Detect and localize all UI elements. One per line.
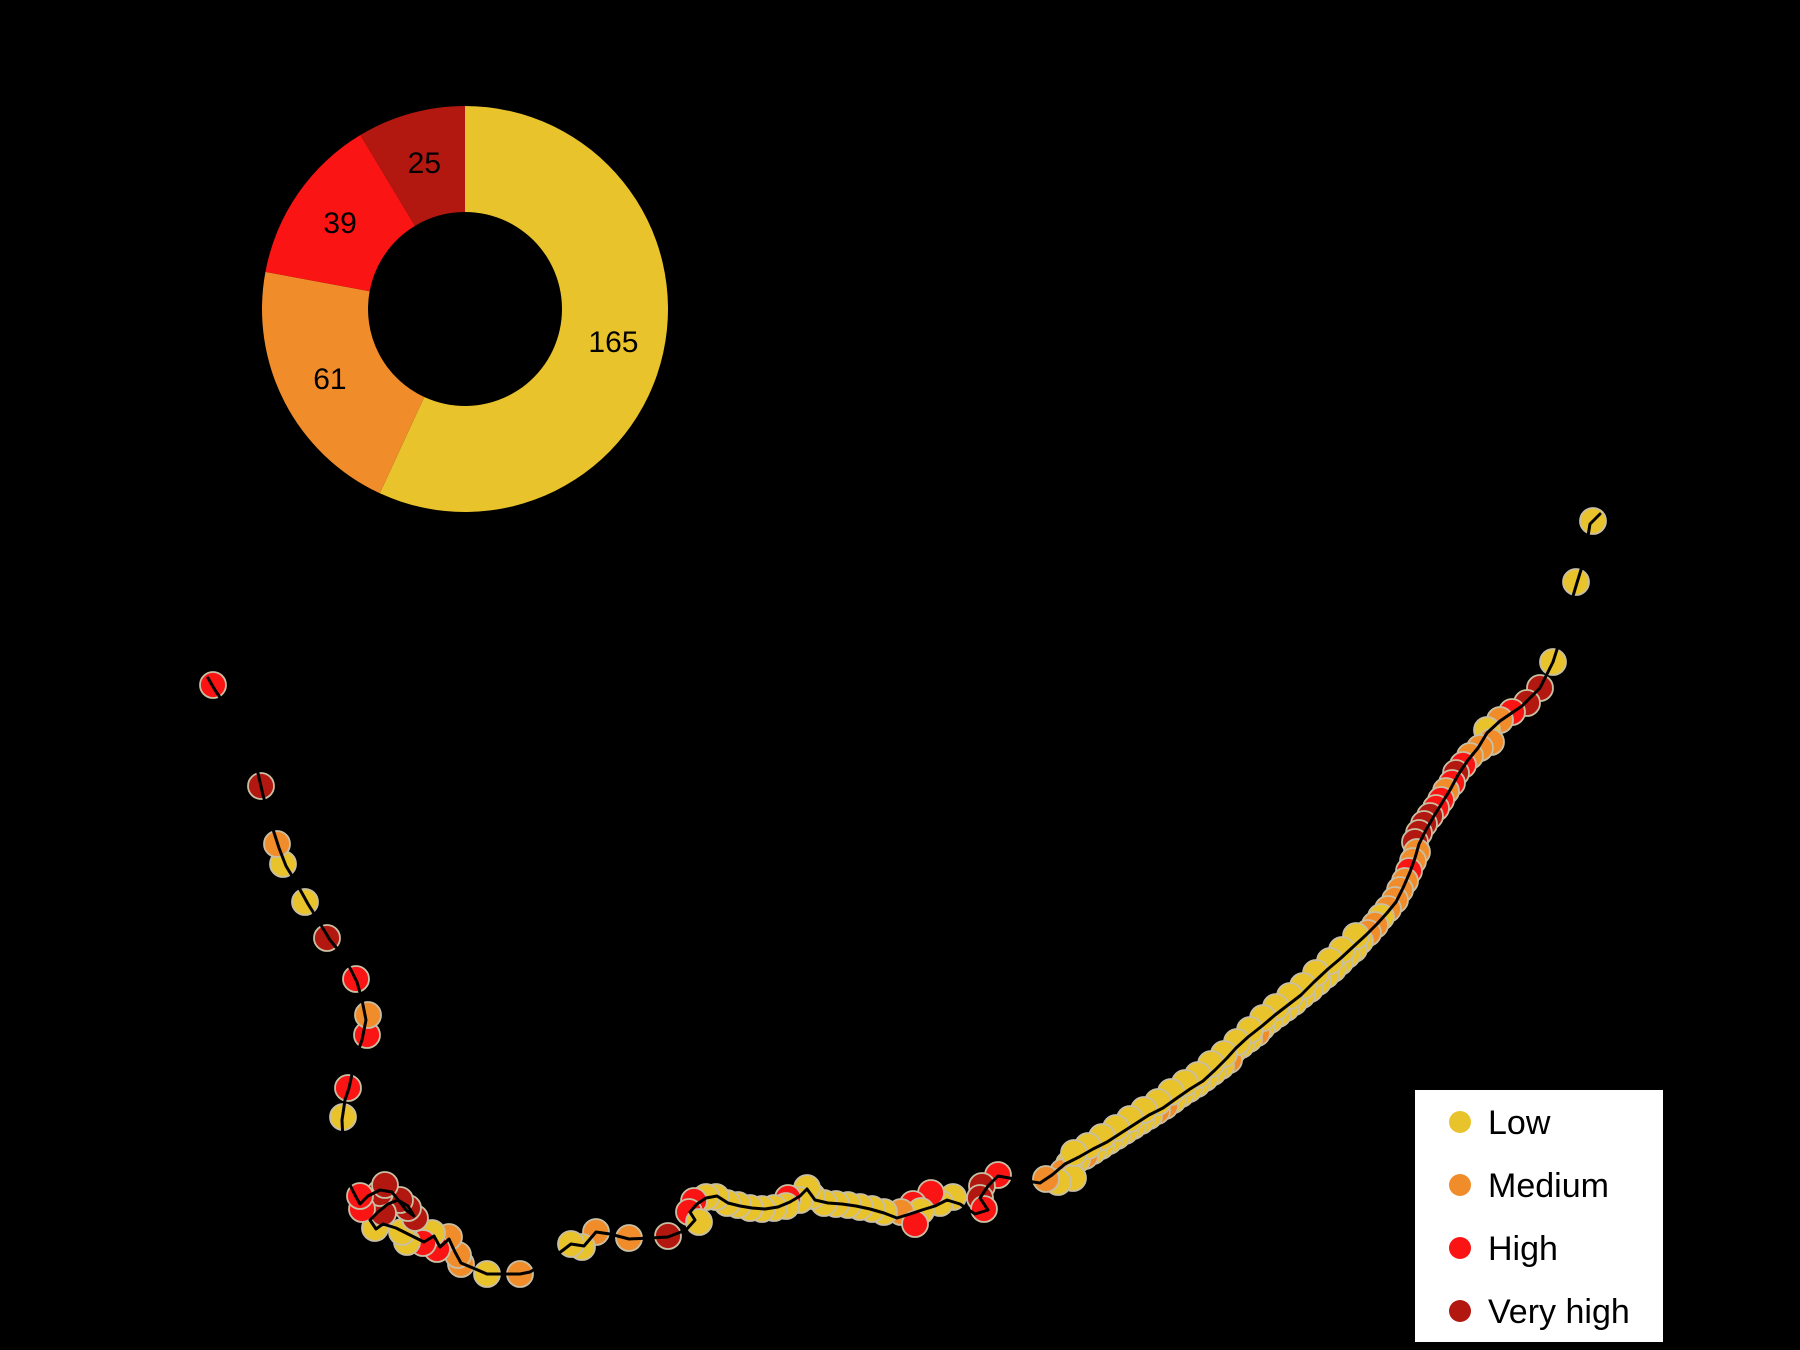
donut-segment-very-high: [360, 106, 465, 226]
legend-item-medium: Medium: [1449, 1167, 1609, 1205]
donut-segment-medium: [262, 271, 425, 494]
legend-low-dot-icon: [1449, 1111, 1471, 1133]
legend-medium-label: Medium: [1488, 1167, 1609, 1205]
map-point-medium: [354, 1001, 382, 1029]
donut-segment-high: [265, 135, 415, 292]
legend-medium-dot-icon: [1449, 1174, 1471, 1196]
legend-item-high: High: [1449, 1230, 1558, 1268]
legend-item-low: Low: [1449, 1104, 1551, 1142]
donut-value-label: 61: [313, 363, 346, 396]
donut-value-label: 39: [323, 207, 356, 240]
legend: Low Medium High Very high: [1415, 1090, 1663, 1342]
donut-value-label: 165: [588, 326, 638, 359]
map-point-high: [970, 1195, 998, 1223]
legend-very-high-dot-icon: [1449, 1300, 1471, 1322]
donut-value-label: 25: [408, 147, 441, 180]
legend-high-dot-icon: [1449, 1237, 1471, 1259]
legend-high-label: High: [1488, 1230, 1558, 1268]
legend-item-very-high: Very high: [1449, 1293, 1630, 1331]
coastline-path: [206, 512, 1602, 1276]
donut-chart: 165 61 39 25: [262, 106, 669, 512]
legend-very-high-label: Very high: [1488, 1293, 1630, 1331]
coastline-scatter-map: [199, 507, 1607, 1288]
legend-low-label: Low: [1488, 1104, 1551, 1142]
donut-segment-low: [379, 106, 669, 512]
